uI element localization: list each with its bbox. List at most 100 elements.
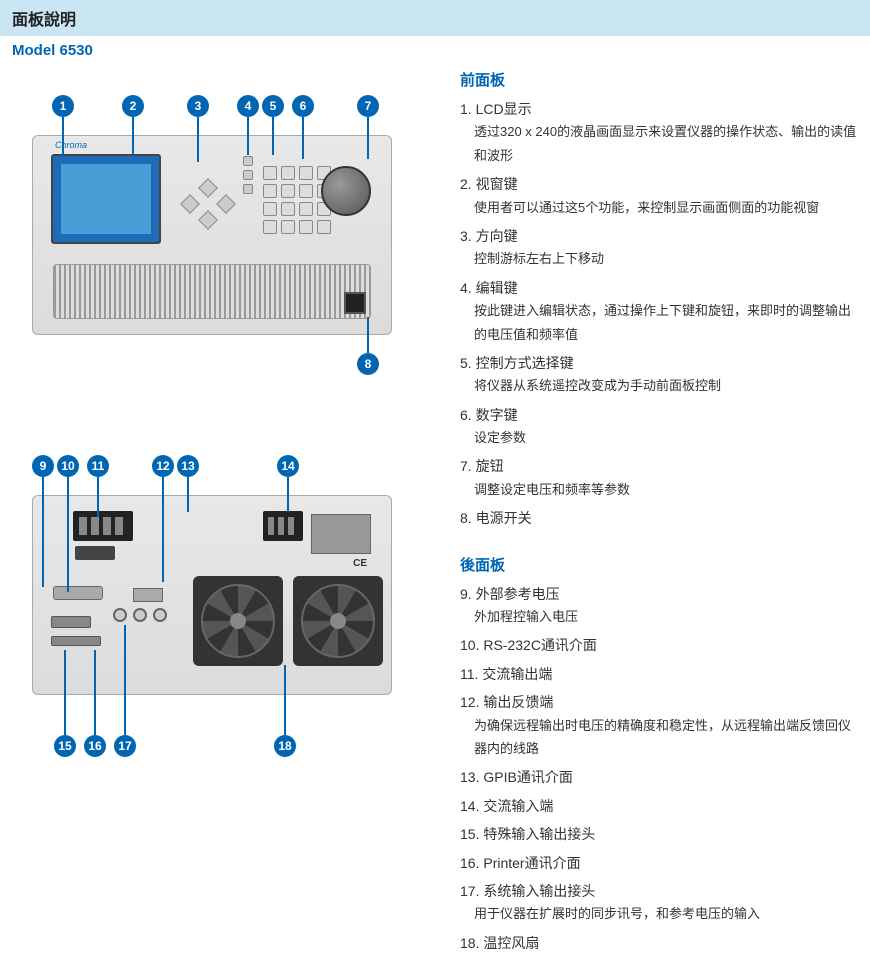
callout-7: 7 [357,95,379,117]
key-icon [263,184,277,198]
key-icon [281,202,295,216]
ce-mark: CE [353,558,367,569]
callout-line [67,477,69,592]
front-device: Chroma [32,135,392,335]
rotary-knob-icon [321,166,371,216]
callout-line [132,117,134,157]
callout-13: 13 [177,455,199,477]
printer-port-icon [51,636,101,646]
list-item: 1. LCD显示透过320 x 240的液晶画面显示来设置仪器的操作状态、输出的… [460,98,858,167]
item-number: 5. [460,355,472,371]
callout-15: 15 [54,735,76,757]
list-item: 12. 输出反馈端为确保远程输出时电压的精确度和稳定性，从远程输出端反馈回仪器内… [460,691,858,760]
small-button-icon [243,170,253,180]
callout-line [247,117,249,155]
item-number: 12. [460,694,479,710]
callout-line [302,117,304,159]
item-desc: 使用者可以通过这5个功能，来控制显示画面侧面的功能视窗 [460,196,858,219]
callout-6: 6 [292,95,314,117]
list-item: 8. 电源开关 [460,507,858,529]
list-item: 2. 视窗键使用者可以通过这5个功能，来控制显示画面侧面的功能视窗 [460,173,858,219]
input-terminal-icon [263,511,303,541]
list-item: 18. 温控风扇 [460,932,858,954]
key-icon [263,166,277,180]
item-number: 15. [460,826,479,842]
item-desc: 将仪器从系统遥控改变成为手动前面板控制 [460,374,858,397]
item-label: RS-232C通讯介面 [479,637,596,653]
rear-panel-list: 9. 外部参考电压外加程控输入电压10. RS-232C通讯介面11. 交流输出… [460,583,858,954]
callout-4: 4 [237,95,259,117]
arrow-right-icon [216,194,236,214]
callout-2: 2 [122,95,144,117]
header-bar: 面板說明 [0,0,870,36]
list-item: 17. 系统输入输出接头用于仪器在扩展时的同步讯号，和参考电压的输入 [460,880,858,926]
callout-line [187,477,189,512]
item-label: 编辑键 [472,280,518,296]
dsub-connector-icon [53,586,103,600]
item-number: 7. [460,458,472,474]
bnc-connector-icon [153,608,167,622]
arrow-left-icon [180,194,200,214]
rear-panel-title: 後面板 [460,554,858,575]
key-icon [281,184,295,198]
left-column: 1 2 3 4 5 6 7 Chroma [12,65,432,960]
edit-buttons [243,156,253,198]
item-desc: 按此键进入编辑状态，通过操作上下键和旋钮，来即时的调整输出的电压值和频率值 [460,299,858,346]
item-label: 数字键 [472,407,518,423]
arrow-up-icon [198,178,218,198]
item-label: 系统输入输出接头 [479,883,595,899]
callout-11: 11 [87,455,109,477]
key-icon [317,220,331,234]
item-number: 11. [460,666,478,682]
item-label: 方向键 [472,228,518,244]
callout-5: 5 [262,95,284,117]
front-panel-title: 前面板 [460,69,858,90]
front-panel-list: 1. LCD显示透过320 x 240的液晶画面显示来设置仪器的操作状态、输出的… [460,98,858,530]
feedback-terminal-icon [75,546,115,560]
item-number: 4. [460,280,472,296]
item-label: 交流输入端 [479,798,553,814]
item-label: 温控风扇 [479,935,539,951]
item-number: 1. [460,101,472,117]
callout-1: 1 [52,95,74,117]
callout-17: 17 [114,735,136,757]
rear-device: CE [32,495,392,695]
list-item: 15. 特殊输入输出接头 [460,823,858,845]
key-icon [281,220,295,234]
item-label: LCD显示 [472,101,532,117]
item-number: 9. [460,586,472,602]
header-title: 面板說明 [12,12,76,29]
item-label: 输出反馈端 [479,694,553,710]
cooling-fan-icon [293,576,383,666]
serial-port-icon [51,616,91,628]
bnc-connector-icon [133,608,147,622]
lcd-screen [51,154,161,244]
item-number: 16. [460,855,479,871]
small-button-icon [243,184,253,194]
item-label: 控制方式选择键 [472,355,574,371]
callout-line [64,650,66,735]
item-desc: 用于仪器在扩展时的同步讯号，和参考电压的输入 [460,902,858,925]
list-item: 5. 控制方式选择键将仪器从系统遥控改变成为手动前面板控制 [460,352,858,398]
front-panel-figure: 1 2 3 4 5 6 7 Chroma [12,95,432,375]
list-item: 13. GPIB通讯介面 [460,766,858,788]
model-label: Model 6530 [0,36,870,65]
bnc-connector-icon [113,608,127,622]
item-label: 电源开关 [472,510,532,526]
item-desc: 外加程控输入电压 [460,605,858,628]
callout-18: 18 [274,735,296,757]
item-number: 13. [460,769,479,785]
key-icon [281,166,295,180]
key-icon [299,166,313,180]
small-button-icon [243,156,253,166]
callout-line [367,317,369,353]
callout-10: 10 [57,455,79,477]
callout-14: 14 [277,455,299,477]
callout-line [94,650,96,735]
key-icon [299,184,313,198]
callout-line [287,477,289,512]
item-number: 8. [460,510,472,526]
callout-line [162,477,164,582]
item-number: 6. [460,407,472,423]
list-item: 11. 交流输出端 [460,663,858,685]
